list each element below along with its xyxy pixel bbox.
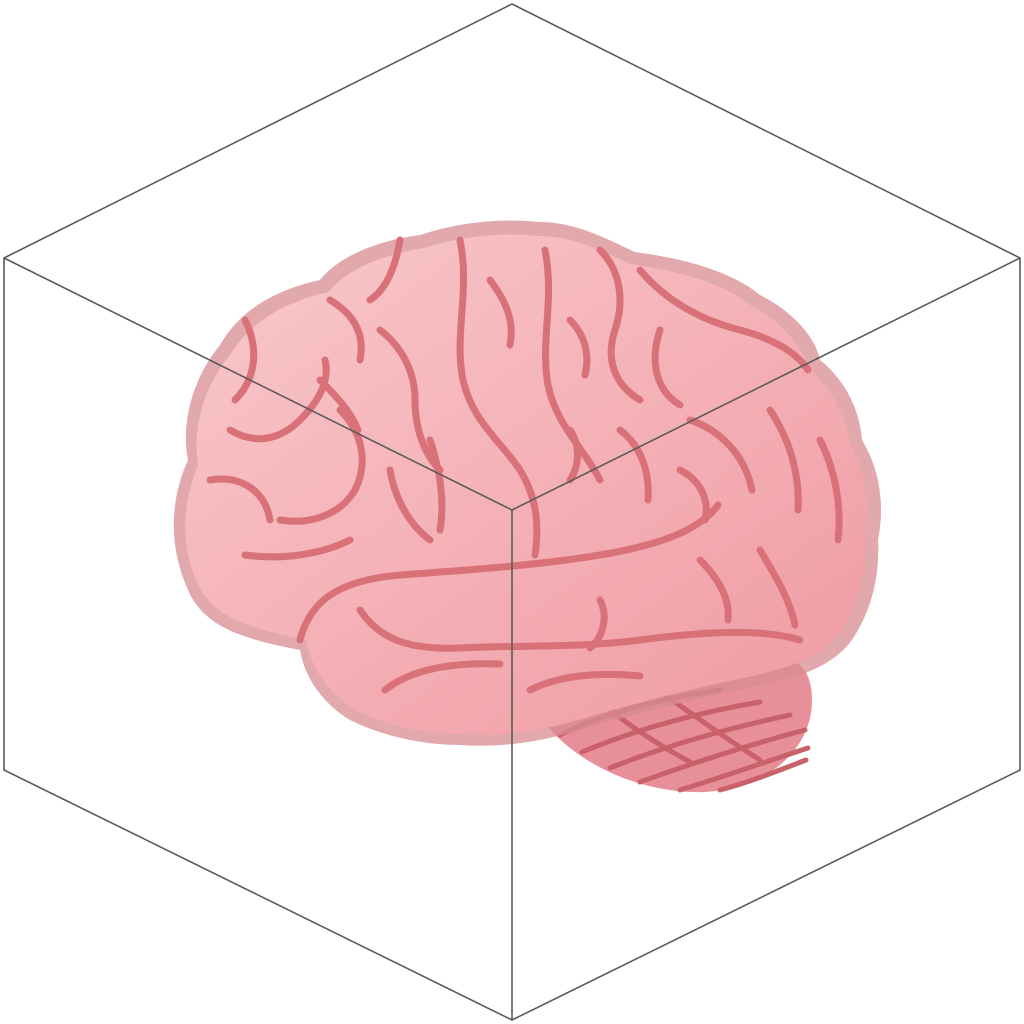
cube-edge-top-left: [3, 257, 513, 511]
cube-front-edges: [3, 257, 1021, 1020]
cube-edge-top-right: [511, 257, 1021, 511]
brain-gyri: [206, 236, 843, 694]
cerebrum: [173, 220, 882, 746]
